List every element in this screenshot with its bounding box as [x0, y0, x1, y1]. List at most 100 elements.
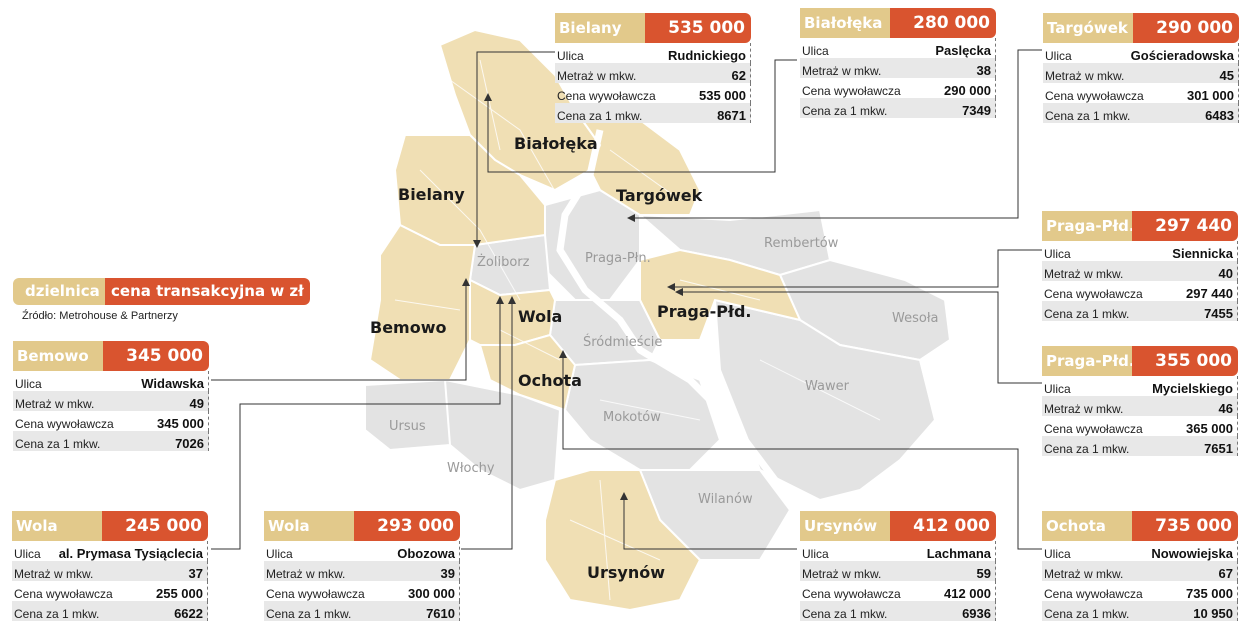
- per-m-value: 7349: [962, 103, 991, 118]
- label-wola: Wola: [518, 307, 562, 326]
- per-m-value: 7651: [1204, 441, 1233, 456]
- asking-value: 301 000: [1187, 88, 1234, 103]
- row-asking: Cena wywoławcza 412 000: [800, 581, 996, 601]
- card-price: 290 000: [1133, 13, 1239, 43]
- card-district: Bielany: [555, 13, 645, 43]
- asking-value: 255 000: [156, 586, 203, 601]
- asking-label: Cena wywoławcza: [14, 587, 113, 601]
- card-price: 293 000: [354, 511, 460, 541]
- row-asking: Cena wywoławcza 300 000: [264, 581, 460, 601]
- per-m-value: 7455: [1204, 306, 1233, 321]
- row-street: Ulica Lachmana: [800, 541, 996, 561]
- label-wilanow: Wilanów: [698, 492, 753, 507]
- listing-card: Ursynów 412 000 Ulica Lachmana Metraż w mkw.…: [800, 511, 996, 621]
- area-label: Metraż w mkw.: [802, 567, 882, 581]
- source-note: Źródło: Metrohouse & Partnerzy: [22, 310, 178, 322]
- card-header: Ursynów 412 000: [800, 511, 996, 541]
- asking-value: 300 000: [408, 586, 455, 601]
- label-bemowo: Bemowo: [370, 318, 446, 337]
- row-asking: Cena wywoławcza 301 000: [1043, 83, 1239, 103]
- row-area: Metraż w mkw. 46: [1042, 396, 1238, 416]
- card-district: Praga-Płd.: [1042, 346, 1132, 376]
- row-asking: Cena wywoławcza 365 000: [1042, 416, 1238, 436]
- asking-label: Cena wywoławcza: [1044, 422, 1143, 436]
- street-label: Ulica: [802, 547, 829, 561]
- grey-districts: [364, 188, 952, 561]
- area-value: 46: [1218, 401, 1233, 416]
- row-asking: Cena wywoławcza 297 440: [1042, 281, 1238, 301]
- card-district: Białołęka: [800, 8, 890, 38]
- label-ochota: Ochota: [518, 371, 582, 390]
- arrowheads: [462, 93, 683, 500]
- row-street: Ulica Obozowa: [264, 541, 460, 561]
- card-header: Ochota 735 000: [1042, 511, 1238, 541]
- card-price: 412 000: [890, 511, 996, 541]
- street-value: Siennicka: [1172, 246, 1233, 261]
- row-street: Ulica Nowowiejska: [1042, 541, 1238, 561]
- row-per-m: Cena za 1 mkw. 7026: [13, 431, 209, 451]
- area-label: Metraż w mkw.: [15, 397, 95, 411]
- listing-card: Białołęka 280 000 Ulica Paslęcka Metraż w mk…: [800, 8, 996, 118]
- label-ursus: Ursus: [389, 419, 426, 434]
- label-wesola: Wesoła: [892, 311, 938, 326]
- listing-card: Bemowo 345 000 Ulica Widawska Metraż w mkw. 4…: [13, 341, 209, 451]
- street-label: Ulica: [802, 44, 829, 58]
- card-price: 735 000: [1132, 511, 1238, 541]
- area-label: Metraż w mkw.: [1044, 402, 1124, 416]
- area-value: 49: [189, 396, 204, 411]
- label-zoliborz: Żoliborz: [477, 254, 530, 270]
- per-m-value: 6483: [1205, 108, 1234, 123]
- per-m-label: Cena za 1 mkw.: [802, 607, 888, 621]
- row-asking: Cena wywoławcza 535 000: [555, 83, 751, 103]
- label-targowek: Targówek: [616, 186, 703, 205]
- label-wawer: Wawer: [805, 379, 850, 394]
- row-street: Ulica Mycielskiego: [1042, 376, 1238, 396]
- street-value: Rudnickiego: [667, 48, 746, 63]
- area-label: Metraż w mkw.: [1044, 267, 1124, 281]
- row-per-m: Cena za 1 mkw. 8671: [555, 103, 751, 123]
- per-m-label: Cena za 1 mkw.: [15, 437, 101, 451]
- street-value: Paslęcka: [935, 43, 991, 58]
- asking-label: Cena wywoławcza: [557, 89, 656, 103]
- label-praga-pln: Praga-Płn.: [585, 251, 651, 266]
- row-area: Metraż w mkw. 40: [1042, 261, 1238, 281]
- row-per-m: Cena za 1 mkw. 7610: [264, 601, 460, 621]
- per-m-value: 7610: [426, 606, 455, 621]
- card-header: Bemowo 345 000: [13, 341, 209, 371]
- label-srodmiescie: Śródmieście: [583, 334, 662, 350]
- street-label: Ulica: [14, 547, 41, 561]
- card-header: Targówek 290 000: [1043, 13, 1239, 43]
- row-area: Metraż w mkw. 62: [555, 63, 751, 83]
- card-district: Ursynów: [800, 511, 890, 541]
- row-area: Metraż w mkw. 38: [800, 58, 996, 78]
- street-value: Nowowiejska: [1151, 546, 1233, 561]
- listing-card: Praga-Płd. 355 000 Ulica Mycielskiego Metraż…: [1042, 346, 1238, 456]
- card-price: 345 000: [103, 341, 209, 371]
- row-street: Ulica Siennicka: [1042, 241, 1238, 261]
- area-value: 39: [440, 566, 455, 581]
- label-praga-pld: Praga-Płd.: [657, 302, 752, 321]
- listing-card: Bielany 535 000 Ulica Rudnickiego Metraż w m…: [555, 13, 751, 123]
- asking-label: Cena wywoławcza: [802, 84, 901, 98]
- asking-value: 290 000: [944, 83, 991, 98]
- street-value: Gościeradowska: [1130, 48, 1234, 63]
- row-area: Metraż w mkw. 45: [1043, 63, 1239, 83]
- connector-lines: [211, 49, 1042, 550]
- label-bielany: Bielany: [398, 185, 465, 204]
- asking-label: Cena wywoławcza: [802, 587, 901, 601]
- area-value: 38: [976, 63, 991, 78]
- card-header: Wola 293 000: [264, 511, 460, 541]
- row-street: Ulica Widawska: [13, 371, 209, 391]
- street-value: Mycielskiego: [1152, 381, 1233, 396]
- asking-label: Cena wywoławcza: [1044, 587, 1143, 601]
- row-per-m: Cena za 1 mkw. 6483: [1043, 103, 1239, 123]
- per-m-label: Cena za 1 mkw.: [557, 109, 643, 123]
- row-per-m: Cena za 1 mkw. 7651: [1042, 436, 1238, 456]
- row-street: Ulica Rudnickiego: [555, 43, 751, 63]
- card-header: Praga-Płd. 297 440: [1042, 211, 1238, 241]
- street-label: Ulica: [557, 49, 584, 63]
- asking-value: 345 000: [157, 416, 204, 431]
- asking-value: 412 000: [944, 586, 991, 601]
- row-area: Metraż w mkw. 49: [13, 391, 209, 411]
